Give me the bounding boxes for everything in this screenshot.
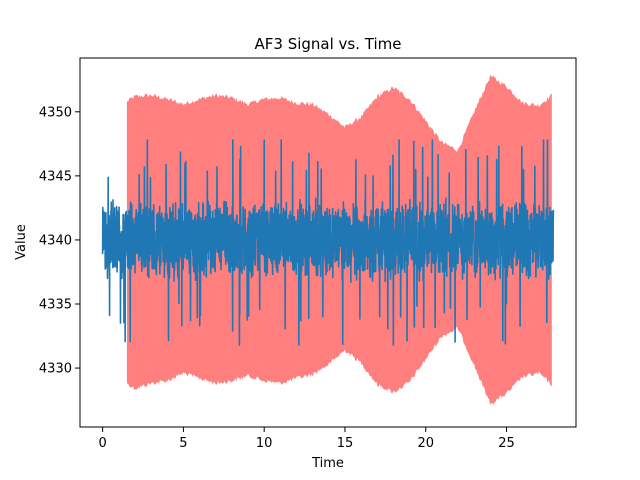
y-tick-label: 4340: [39, 233, 72, 248]
y-tick-label: 4350: [39, 105, 72, 120]
y-axis-title: Value: [14, 224, 29, 260]
signal-line-layer: [101, 139, 555, 346]
x-tick-label: 20: [417, 436, 434, 451]
x-tick-label: 15: [337, 436, 354, 451]
x-tick-label: 10: [256, 436, 273, 451]
chart-title: AF3 Signal vs. Time: [255, 35, 402, 53]
plot-frame: [79, 57, 577, 428]
x-tick-label: 0: [98, 436, 106, 451]
y-tick-label: 4345: [39, 169, 72, 184]
x-axis-ticks: 0 5 10 15 20 25: [98, 427, 515, 451]
signal-line: [101, 139, 555, 346]
x-tick-label: 5: [179, 436, 187, 451]
x-tick-label: 25: [498, 436, 515, 451]
y-tick-label: 4335: [39, 298, 72, 313]
y-axis-ticks: 4330 4335 4340 4345 4350: [39, 105, 80, 377]
x-axis-title: Time: [311, 456, 344, 471]
y-tick-label: 4330: [39, 362, 72, 377]
